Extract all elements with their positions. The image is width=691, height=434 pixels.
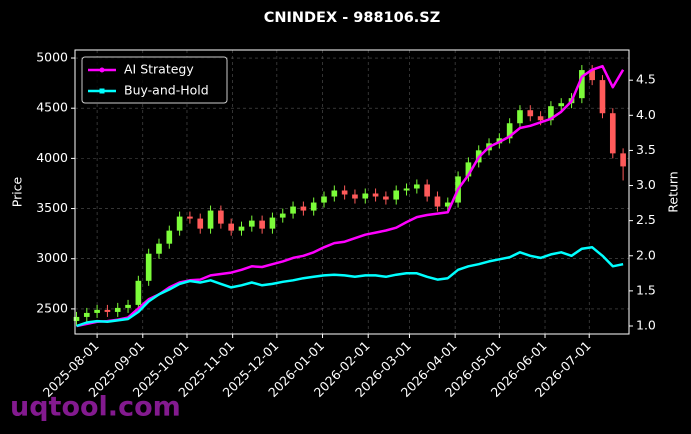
y2-tick-label: 4.0	[636, 107, 656, 122]
candle-body	[259, 220, 265, 229]
candle-body	[321, 196, 327, 203]
candle-body	[444, 202, 451, 207]
candle-body	[341, 190, 348, 195]
candle-body	[218, 210, 224, 224]
candle-body	[352, 194, 358, 199]
candle-body	[197, 218, 204, 229]
y2-axis-label: Return	[666, 171, 681, 212]
candle-body	[125, 304, 131, 308]
candle-body	[558, 103, 565, 107]
legend: AI Strategy Buy-and-Hold	[81, 56, 228, 104]
candle-body	[403, 188, 410, 191]
candle-body	[424, 184, 430, 197]
y2-tick-label: 3.0	[636, 177, 656, 192]
candle-body	[599, 80, 606, 114]
candle-body	[238, 226, 245, 231]
y-tick-label: 3500	[36, 200, 68, 215]
y-tick-label: 4000	[36, 150, 68, 165]
y2-tick-label: 2.0	[636, 247, 656, 262]
candle-body	[166, 230, 173, 244]
candle-body	[156, 243, 162, 254]
candle-body	[269, 217, 276, 229]
y-tick-label: 2500	[36, 300, 68, 315]
y-tick-label: 5000	[36, 50, 68, 65]
y2-tick-label: 1.0	[636, 317, 656, 332]
watermark: uqtool.com	[10, 392, 181, 423]
candle-body	[187, 216, 193, 219]
y-tick-label: 3000	[36, 250, 68, 265]
y2-tick-label: 1.5	[636, 282, 656, 297]
candle-body	[300, 206, 307, 211]
y2-tick-label: 3.5	[636, 142, 656, 157]
candle-body	[94, 309, 100, 313]
series-line	[76, 64, 625, 328]
candle-body	[145, 253, 152, 281]
candle-body	[372, 193, 379, 197]
candle-body	[73, 316, 80, 321]
candle-body	[609, 113, 616, 154]
candle-body	[279, 213, 286, 218]
candle-body	[527, 110, 534, 117]
candle-body	[207, 210, 214, 229]
candle-body	[548, 106, 554, 121]
y-axis-label: Price	[10, 176, 25, 207]
legend-marker	[99, 88, 105, 94]
legend-box	[81, 56, 228, 104]
candle-body	[104, 309, 111, 312]
candle-body	[434, 196, 441, 207]
y-tick-label: 4500	[36, 100, 68, 115]
candle-body	[465, 162, 472, 177]
y2-tick-label: 4.5	[636, 72, 656, 87]
candle-body	[331, 190, 338, 197]
candle-body	[83, 312, 90, 317]
candle-body	[393, 190, 400, 200]
plot-frame	[74, 49, 630, 335]
candle-body	[383, 196, 389, 200]
legend-label: Buy-and-Hold	[124, 83, 209, 98]
candle-body	[176, 216, 183, 231]
candle-body	[537, 116, 544, 121]
candle-body	[228, 223, 235, 231]
candle-body	[135, 280, 142, 305]
candle-body	[506, 123, 513, 139]
chart-title: CNINDEX - 988106.SZ	[264, 10, 441, 26]
candle-body	[362, 193, 369, 199]
candle-body	[414, 184, 420, 189]
candle-body	[114, 307, 121, 312]
candle-body	[589, 70, 595, 81]
candle-body	[310, 202, 317, 211]
candle-body	[620, 153, 626, 167]
candle-body	[517, 110, 523, 124]
series-line	[76, 246, 624, 328]
legend-label: AI Strategy	[124, 62, 194, 77]
candle-body	[290, 206, 296, 214]
y2-tick-label: 2.5	[636, 212, 656, 227]
candle-body	[248, 220, 255, 227]
legend-marker	[99, 67, 105, 73]
candle-body	[579, 70, 585, 99]
